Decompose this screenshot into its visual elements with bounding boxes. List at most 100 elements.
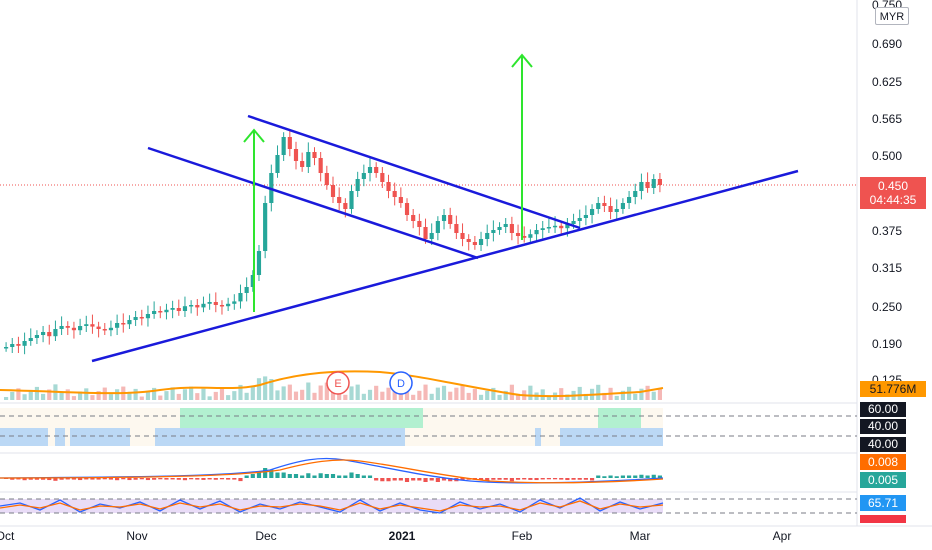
candle-body (614, 209, 619, 212)
candle-body (213, 302, 218, 305)
volume-bar (565, 394, 570, 400)
price-tick-label: 0.190 (872, 337, 902, 351)
volume-bar (577, 386, 582, 400)
volume-bar (651, 391, 656, 400)
candle-body (121, 323, 126, 325)
breakout-arrow-left-icon (243, 128, 265, 312)
volume-bar (509, 384, 514, 400)
volume-bar (263, 376, 268, 400)
volume-bar (47, 389, 52, 400)
candle-body (127, 320, 132, 325)
candle-body (256, 251, 262, 275)
candle-body (189, 305, 194, 307)
macd-histogram-bar (90, 478, 95, 480)
time-tick-label: Dec (255, 529, 276, 543)
volume-bar (65, 389, 70, 400)
macd-histogram-bar (71, 478, 77, 480)
volume-ma-line (0, 370, 664, 398)
volume-bar (380, 391, 385, 400)
price-tick-label: 0.375 (872, 224, 902, 238)
candle-body (435, 221, 440, 233)
dividend-marker[interactable]: D (389, 371, 413, 395)
time-tick-label: Feb (512, 529, 533, 543)
volume-bar (497, 394, 502, 400)
candle-body (478, 239, 484, 245)
candle-body (559, 225, 564, 229)
macd-histogram-bar (565, 478, 570, 481)
volume-bar (441, 385, 447, 400)
macd-histogram-bar (219, 478, 225, 480)
macd-histogram-bar (324, 474, 329, 478)
volume-bar (633, 393, 638, 400)
macd-histogram-bar (145, 478, 151, 481)
macd-histogram-bar (41, 478, 46, 480)
candle-body (380, 173, 385, 182)
earnings-marker[interactable]: E (326, 371, 350, 395)
svg-text:40.00: 40.00 (868, 437, 898, 451)
volume-bar (232, 391, 237, 400)
volume-ma-tag: 51.776M (860, 381, 926, 397)
volume-bar (361, 393, 366, 400)
volume-bar (485, 390, 490, 400)
svg-text:51.776M: 51.776M (870, 382, 917, 396)
macd-histogram-bar (417, 478, 422, 481)
volume-bar (411, 394, 416, 400)
volume-bar (423, 384, 428, 400)
candle-body (522, 236, 527, 238)
candle-body (429, 233, 434, 239)
volume-bar (170, 387, 175, 400)
volume-bar (287, 384, 292, 400)
volume-bar (10, 391, 15, 400)
volume-bar (306, 382, 311, 400)
candle-body (497, 227, 502, 230)
candle-body (596, 203, 601, 209)
candle-body (293, 149, 299, 161)
macd-histogram-bar (355, 474, 360, 478)
volume-bar (466, 392, 471, 400)
candle-body (300, 161, 305, 167)
candle-body (281, 137, 286, 155)
volume-bar (281, 386, 286, 400)
candle-body (540, 228, 545, 230)
currency-button[interactable]: MYR (875, 7, 909, 25)
macd-histogram-bar (28, 478, 33, 480)
volume-bar (491, 387, 496, 400)
volume-bar (127, 392, 132, 400)
volume-bar (41, 393, 46, 400)
volume-bar (583, 393, 588, 400)
volume-bar (269, 379, 274, 400)
macd-histogram-bar (281, 472, 286, 478)
candle-body (145, 314, 151, 319)
macd-histogram-bar (312, 475, 317, 478)
candle-body (386, 182, 391, 191)
volume-bar (152, 387, 157, 400)
macd-histogram-bar (226, 478, 231, 480)
price-tick-label: 0.565 (872, 112, 902, 126)
volume-bar (226, 395, 231, 400)
last-price-tag: 0.450 04:44:35 (860, 177, 926, 209)
candle-body (65, 326, 70, 328)
macd-histogram-bar (176, 478, 181, 480)
volume-bar (219, 388, 225, 400)
macd-histogram-bar (614, 476, 619, 478)
volume-bar (139, 396, 144, 400)
volume-bar (145, 391, 151, 400)
candle-body (374, 167, 379, 173)
candle-body (472, 242, 477, 245)
candle-body (367, 167, 373, 173)
volume-bar (22, 394, 27, 400)
volume-bar (645, 385, 650, 400)
upper-channel-line (247, 114, 581, 230)
volume-bar (478, 394, 484, 400)
macd-histogram-bar (275, 472, 280, 478)
volume-bar (4, 397, 9, 400)
macd-tags: 0.008 0.005 (860, 454, 906, 488)
candle-body (626, 197, 632, 203)
candle-body (620, 203, 625, 209)
volume-bar (448, 391, 453, 400)
macd-histogram-bar (127, 478, 132, 481)
volume-bar (293, 391, 299, 400)
candle-body (219, 305, 225, 307)
candle-body (645, 182, 650, 188)
